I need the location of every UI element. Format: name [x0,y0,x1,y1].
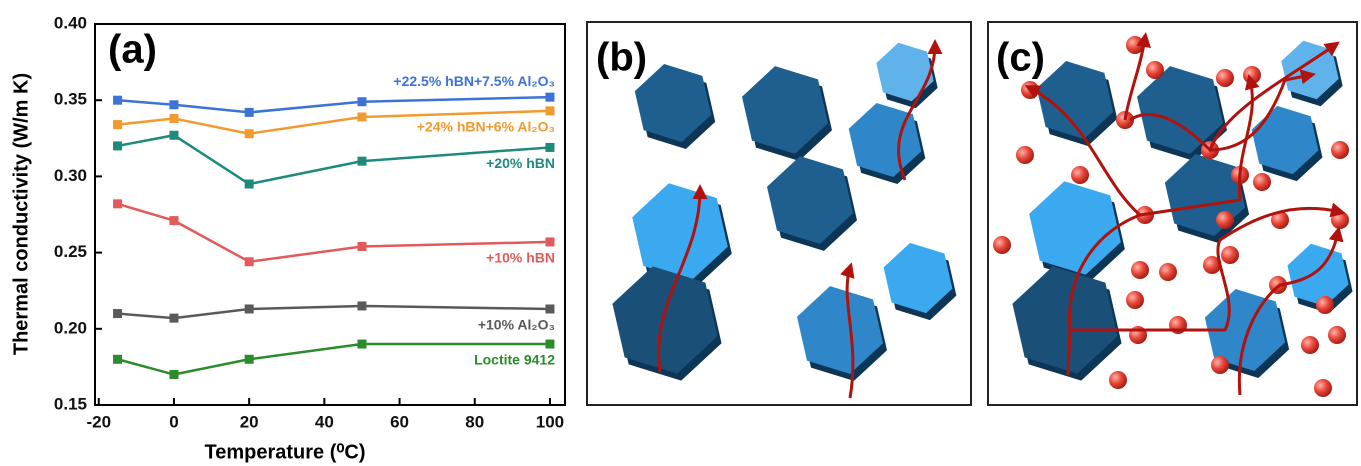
data-point [545,106,554,115]
filler-particle [1016,146,1034,164]
data-point [169,131,178,140]
x-tick-label: 20 [240,412,259,431]
y-tick-label: 0.40 [54,13,87,32]
series-label: +20% hBN [486,155,555,171]
series-label: +10% Al₂O₃ [478,317,555,333]
filler-particle [1159,263,1177,281]
filler-particle [1216,211,1234,229]
data-point [545,304,554,313]
series-line [118,97,550,112]
data-point [357,242,366,251]
panel-label: (b) [596,36,647,80]
y-tick-label: 0.30 [54,166,87,185]
data-point [113,141,122,150]
data-point [357,301,366,310]
data-point [245,304,254,313]
x-tick-label: -20 [86,412,111,431]
series-label: +24% hBN+6% Al₂O₃ [417,119,555,135]
y-axis-label: Thermal conductivity (W/m K) [10,73,32,355]
x-tick-label: 0 [169,412,178,431]
series-label: +10% hBN [486,250,555,266]
y-tick-label: 0.35 [54,90,87,109]
filler-particle [1109,371,1127,389]
data-point [545,237,554,246]
x-tick-label: 80 [465,412,484,431]
data-point [545,143,554,152]
y-tick-label: 0.25 [54,242,87,261]
series-label: Loctite 9412 [474,352,555,368]
series-line [118,204,550,262]
data-point [357,97,366,106]
filler-particle [1243,66,1261,84]
data-point [545,93,554,102]
data-point [245,257,254,266]
filler-particle [1314,379,1332,397]
data-point [113,199,122,208]
y-tick-label: 0.20 [54,318,87,337]
data-point [113,96,122,105]
data-point [245,108,254,117]
data-point [169,216,178,225]
panel-label: (c) [996,36,1045,80]
data-point [113,120,122,129]
filler-particle [1253,173,1271,191]
filler-particle [1331,141,1349,159]
data-point [357,112,366,121]
panel-label: (a) [108,28,157,72]
filler-particle [1331,211,1349,229]
x-axis-label: Temperature (⁰C) [204,441,365,463]
x-tick-label: 40 [315,412,334,431]
series-label: +22.5% hBN+7.5% Al₂O₃ [393,73,555,89]
data-point [169,370,178,379]
filler-particle [1071,166,1089,184]
x-tick-label: 60 [390,412,409,431]
data-point [169,114,178,123]
filler-particle [1211,356,1229,374]
filler-particle [1131,261,1149,279]
filler-particle [993,236,1011,254]
data-point [357,157,366,166]
data-point [245,180,254,189]
data-point [245,129,254,138]
filler-particle [1301,336,1319,354]
x-tick-label: 100 [536,412,564,431]
filler-particle [1328,326,1346,344]
filler-particle [1126,291,1144,309]
filler-particle [1146,61,1164,79]
series-line [118,135,550,184]
filler-particle [1221,246,1239,264]
data-point [113,355,122,364]
figure: (a) Temperature (⁰C) Thermal conductivit… [0,0,1361,466]
y-tick-label: 0.15 [54,394,87,413]
data-point [113,309,122,318]
filler-particle [1216,69,1234,87]
data-point [545,340,554,349]
data-point [169,100,178,109]
filler-particle [1316,296,1334,314]
data-point [245,355,254,364]
data-point [357,340,366,349]
data-point [169,314,178,323]
